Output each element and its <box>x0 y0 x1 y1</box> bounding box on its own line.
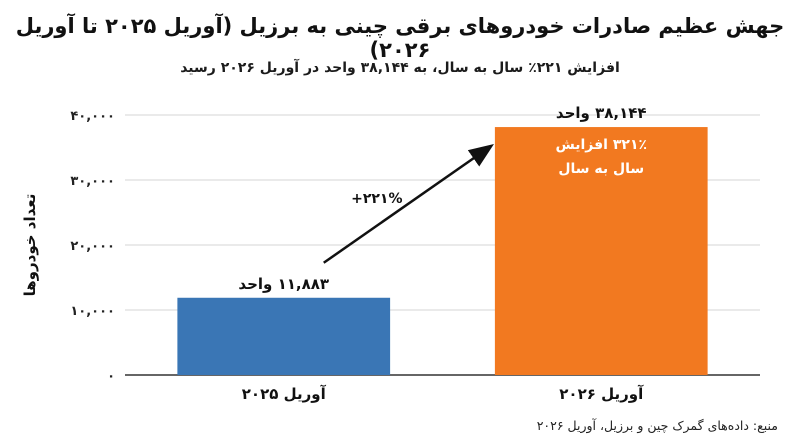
source-note: منبع: داده‌های گمرک چین و برزیل، آوریل ۲… <box>536 418 778 433</box>
bar <box>177 297 391 375</box>
x-tick-label: آوریل ۲۰۲۵ <box>242 385 327 403</box>
growth-arrow <box>323 144 494 264</box>
chart-subtitle: افزایش ۲۲۱٪ سال به سال، به ۳۸,۱۴۴ واحد د… <box>180 60 620 76</box>
growth-label: +۲۲۱% <box>351 191 402 207</box>
y-tick-label: ۲۰,۰۰۰ <box>70 239 115 254</box>
data-label: ۳۸,۱۴۴ واحد <box>556 104 647 122</box>
chart-title: جهش عظیم صادرات خودروهای برقی چینی به بر… <box>15 14 785 62</box>
y-tick-label: ۳۰,۰۰۰ <box>70 174 115 189</box>
x-tick-label: آوریل ۲۰۲۶ <box>559 385 644 403</box>
y-tick-label: ۰ <box>107 369 115 384</box>
bar-inside-label: ۳۲۱٪ افزایش <box>555 137 647 153</box>
data-label: ۱۱,۸۸۳ واحد <box>238 275 329 293</box>
y-tick-label: ۴۰,۰۰۰ <box>70 109 115 124</box>
y-tick-label: ۱۰,۰۰۰ <box>70 304 115 319</box>
bar-inside-label: سال به سال <box>558 161 644 177</box>
bar <box>494 127 708 376</box>
